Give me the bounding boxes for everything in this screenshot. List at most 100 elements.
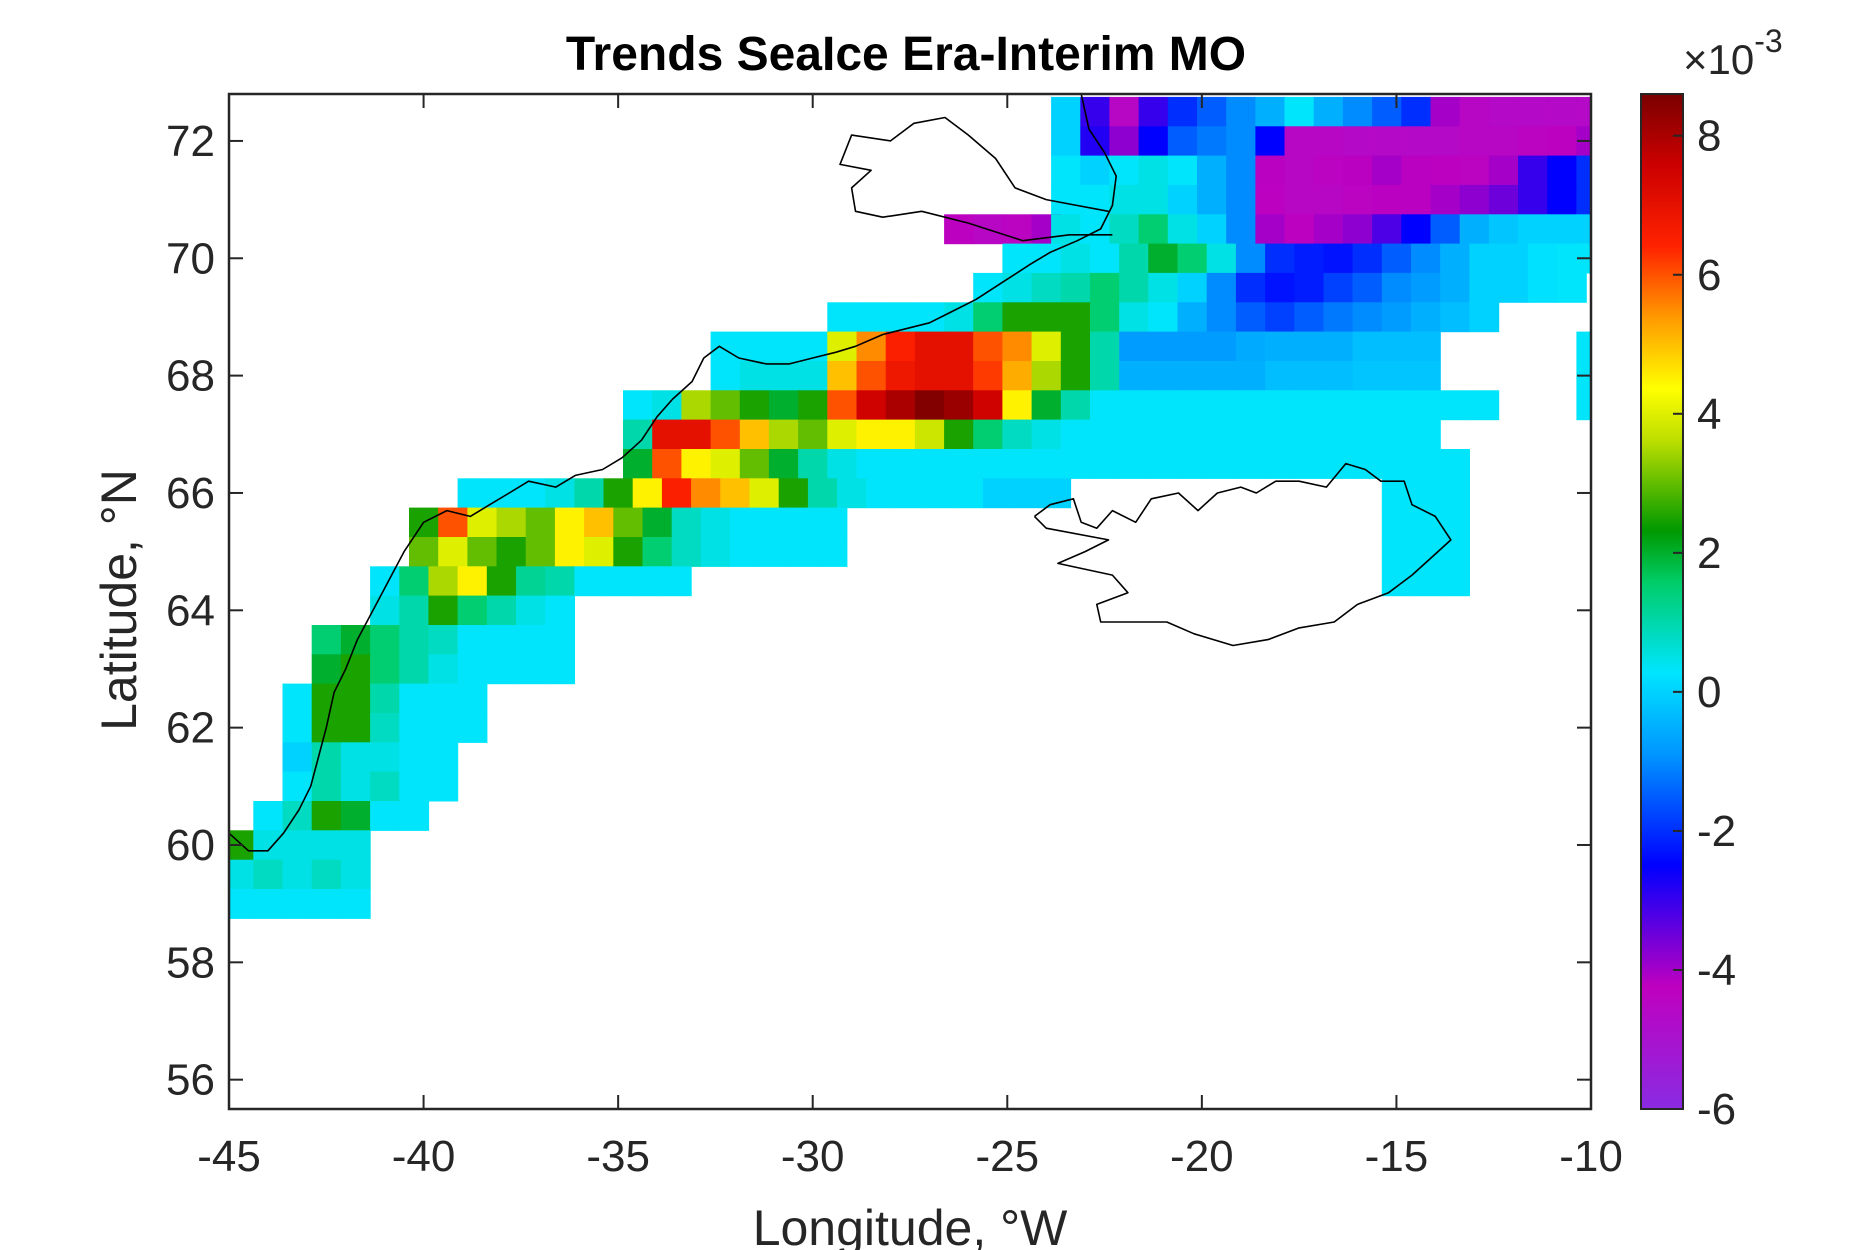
heatmap-cell xyxy=(1031,272,1062,303)
x-tick-label: -20 xyxy=(1170,1132,1234,1181)
heatmap-cell xyxy=(1284,214,1315,245)
heatmap-cell xyxy=(282,771,313,802)
heatmap-cell xyxy=(788,507,819,538)
heatmap-cell xyxy=(311,830,342,861)
heatmap-cell xyxy=(1206,449,1237,479)
heatmap-cell xyxy=(1080,155,1111,186)
heatmap-cell xyxy=(282,830,313,861)
heatmap-cell xyxy=(652,449,682,479)
heatmap-cell xyxy=(1372,214,1402,245)
heatmap-cell xyxy=(1226,155,1256,186)
heatmap-cell xyxy=(944,361,974,391)
x-tick-label: -25 xyxy=(975,1132,1039,1181)
heatmap-cell xyxy=(545,478,575,509)
heatmap-cell xyxy=(632,566,663,597)
heatmap-cell xyxy=(914,449,945,479)
heatmap-cell xyxy=(340,859,371,890)
heatmap-cell xyxy=(340,771,371,802)
heatmap-cell xyxy=(661,478,692,509)
heatmap-cell xyxy=(914,331,945,362)
heatmap-cell xyxy=(827,361,858,391)
x-tick-label: -45 xyxy=(197,1132,261,1181)
heatmap-cell xyxy=(1576,155,1592,186)
heatmap-cell xyxy=(1235,272,1266,303)
heatmap-cell xyxy=(457,713,488,743)
heatmap-cell xyxy=(1352,419,1383,450)
heatmap-cell xyxy=(1411,419,1441,450)
heatmap-cell xyxy=(1440,478,1470,509)
heatmap-cell xyxy=(457,595,488,626)
heatmap-cell xyxy=(661,566,692,597)
heatmap-cell xyxy=(399,595,430,626)
heatmap-cell xyxy=(1177,390,1208,421)
heatmap-cell xyxy=(856,331,887,362)
heatmap-cell xyxy=(1498,243,1529,274)
heatmap-cell xyxy=(457,654,488,685)
heatmap-cell xyxy=(1148,243,1179,274)
heatmap-cell xyxy=(1469,243,1500,274)
heatmap-cell xyxy=(1235,419,1266,450)
heatmap-cell xyxy=(409,537,439,567)
heatmap-cell xyxy=(1323,390,1354,421)
heatmap-cell xyxy=(798,331,828,362)
heatmap-cell xyxy=(720,478,751,509)
heatmap-cell xyxy=(253,889,284,919)
heatmap-cell xyxy=(1294,302,1325,333)
heatmap-cell xyxy=(1401,184,1432,215)
heatmap-cell xyxy=(1119,331,1149,362)
x-tick-label: -35 xyxy=(586,1132,650,1181)
heatmap-cell xyxy=(1255,184,1286,215)
heatmap-cell xyxy=(1265,419,1295,450)
heatmap-cell xyxy=(282,889,313,919)
heatmap-cell xyxy=(856,390,887,421)
heatmap-cell xyxy=(1119,390,1149,421)
heatmap-cell xyxy=(545,566,575,597)
heatmap-cell xyxy=(1060,243,1091,274)
heatmap-cell xyxy=(1051,184,1081,215)
heatmap-cell xyxy=(1090,302,1120,333)
heatmap-cell xyxy=(1138,184,1169,215)
heatmap-cell xyxy=(516,595,546,626)
heatmap-cell xyxy=(788,537,819,567)
heatmap-cell xyxy=(759,537,789,567)
heatmap-cell xyxy=(973,390,1003,421)
heatmap-cell xyxy=(525,537,556,567)
heatmap-cell xyxy=(1342,184,1373,215)
heatmap-cell xyxy=(1352,390,1383,421)
heatmap-cell xyxy=(1352,243,1383,274)
heatmap-cell xyxy=(1313,184,1344,215)
heatmap-cell xyxy=(914,419,945,450)
heatmap-cell xyxy=(311,771,342,802)
heatmap-cell xyxy=(554,537,585,567)
colorbar-multiplier-exponent: -3 xyxy=(1754,23,1782,59)
heatmap-cell xyxy=(545,595,575,626)
heatmap-cell xyxy=(642,507,673,538)
heatmap-cell xyxy=(1411,478,1441,509)
heatmap-cell xyxy=(370,771,400,802)
heatmap-cell xyxy=(1265,302,1295,333)
heatmap-cell xyxy=(1576,331,1592,362)
heatmap-cell xyxy=(428,595,459,626)
heatmap-cell xyxy=(584,537,614,567)
y-axis: 56 58 60 62 64 66 68 70 72 xyxy=(166,117,1591,1105)
heatmap-cell xyxy=(1488,184,1519,215)
heatmap-cell xyxy=(885,390,916,421)
heatmap-cell xyxy=(1206,419,1237,450)
heatmap-cell xyxy=(1051,214,1081,245)
heatmap-cell xyxy=(1381,361,1412,391)
heatmap-cell xyxy=(516,478,546,509)
heatmap-cell xyxy=(370,625,400,655)
heatmap-cell xyxy=(1411,302,1441,333)
heatmap-cell xyxy=(1109,214,1140,245)
heatmap-cell xyxy=(681,390,712,421)
heatmap-cell xyxy=(1148,390,1179,421)
heatmap-cell xyxy=(1488,126,1519,157)
heatmap-cell xyxy=(253,801,284,831)
heatmap-cell xyxy=(1255,155,1286,186)
heatmap-cell xyxy=(486,625,517,655)
heatmap-cell xyxy=(1031,419,1062,450)
heatmap-cell xyxy=(1381,537,1412,567)
heatmap-cell xyxy=(944,302,974,333)
heatmap-cell xyxy=(1352,272,1383,303)
heatmap-cell xyxy=(1090,272,1120,303)
